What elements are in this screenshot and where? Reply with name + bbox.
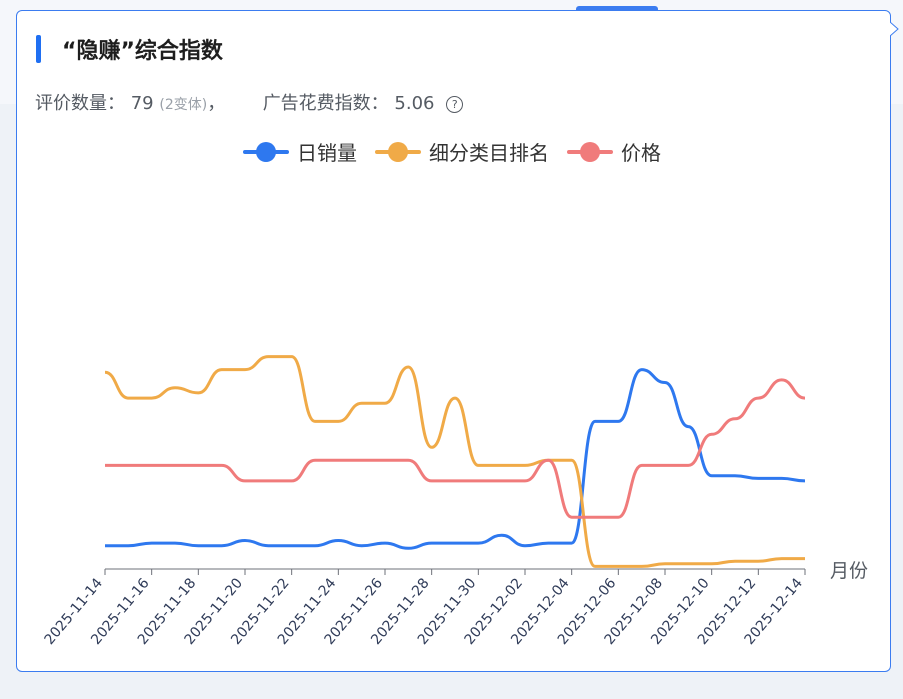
series-line-price: [104, 378, 806, 519]
legend-symbol-sales: [243, 141, 289, 162]
legend-item-price[interactable]: 价格: [567, 137, 661, 166]
ad-spend-label: 广告花费指数：: [262, 93, 389, 114]
series-line-sales: [105, 368, 806, 550]
review-count-value: 79: [130, 93, 154, 114]
x-axis-label: 月份: [830, 560, 868, 582]
chart-legend: 日销量 细分类目排名 价格: [243, 137, 661, 166]
legend-item-sales[interactable]: 日销量: [243, 137, 357, 166]
meta-separator: ，: [207, 93, 226, 114]
card-meta: 评价数量： 79 (2变体)， 广告花费指数： 5.06 ?: [35, 89, 464, 115]
legend-symbol-price: [567, 141, 613, 162]
legend-label-rank: 细分类目排名: [429, 141, 549, 165]
legend-symbol-rank: [375, 141, 421, 162]
variant-count: (2变体): [159, 97, 208, 113]
ad-spend-value: 5.06: [394, 93, 435, 114]
question-circle-icon[interactable]: ?: [446, 96, 464, 113]
review-count-label: 评价数量：: [35, 93, 125, 114]
legend-label-sales: 日销量: [297, 141, 357, 165]
series-line-rank: [104, 355, 805, 568]
card-title: “隐赚”综合指数: [62, 39, 223, 64]
background-active-tab: [576, 6, 658, 11]
title-accent-bar: [36, 35, 41, 63]
popover-pointer: [890, 22, 899, 36]
legend-label-price: 价格: [621, 141, 661, 165]
legend-item-rank[interactable]: 细分类目排名: [375, 137, 549, 166]
